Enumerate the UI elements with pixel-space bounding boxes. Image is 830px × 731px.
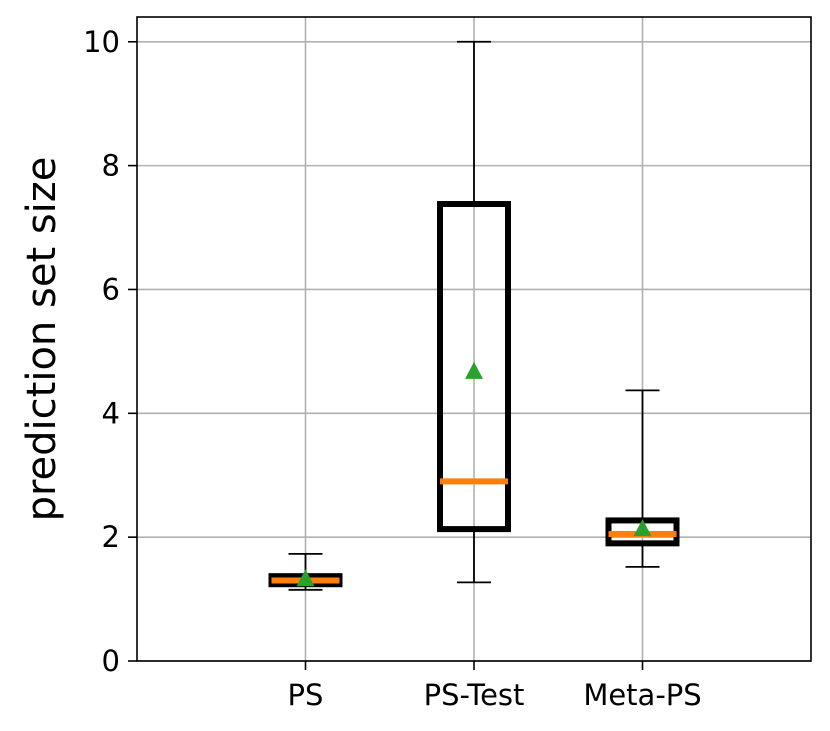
- mean-marker: [633, 519, 652, 537]
- box-ps: [268, 552, 343, 591]
- y-tick-label: 8: [102, 149, 120, 183]
- x-tick-label: Meta-PS: [583, 678, 701, 712]
- box-ps-test: [437, 40, 511, 584]
- y-tick-label: 6: [102, 272, 120, 306]
- box-meta-ps: [605, 389, 680, 568]
- box-plot-series: [268, 40, 680, 591]
- x-tick-label: PS: [288, 678, 324, 712]
- y-tick-label: 0: [102, 644, 120, 678]
- axis-ticks: 0 2 4 6 8 10 PS PS-Test Meta-PS: [83, 25, 702, 712]
- y-tick-label: 10: [83, 25, 120, 59]
- x-tick-label: PS-Test: [424, 678, 525, 712]
- y-tick-label: 4: [102, 396, 120, 430]
- mean-marker: [465, 361, 483, 379]
- y-tick-label: 2: [102, 520, 120, 554]
- mean-marker: [296, 569, 315, 587]
- box-iqr: [437, 201, 511, 533]
- y-axis-title: prediction set size: [19, 157, 65, 522]
